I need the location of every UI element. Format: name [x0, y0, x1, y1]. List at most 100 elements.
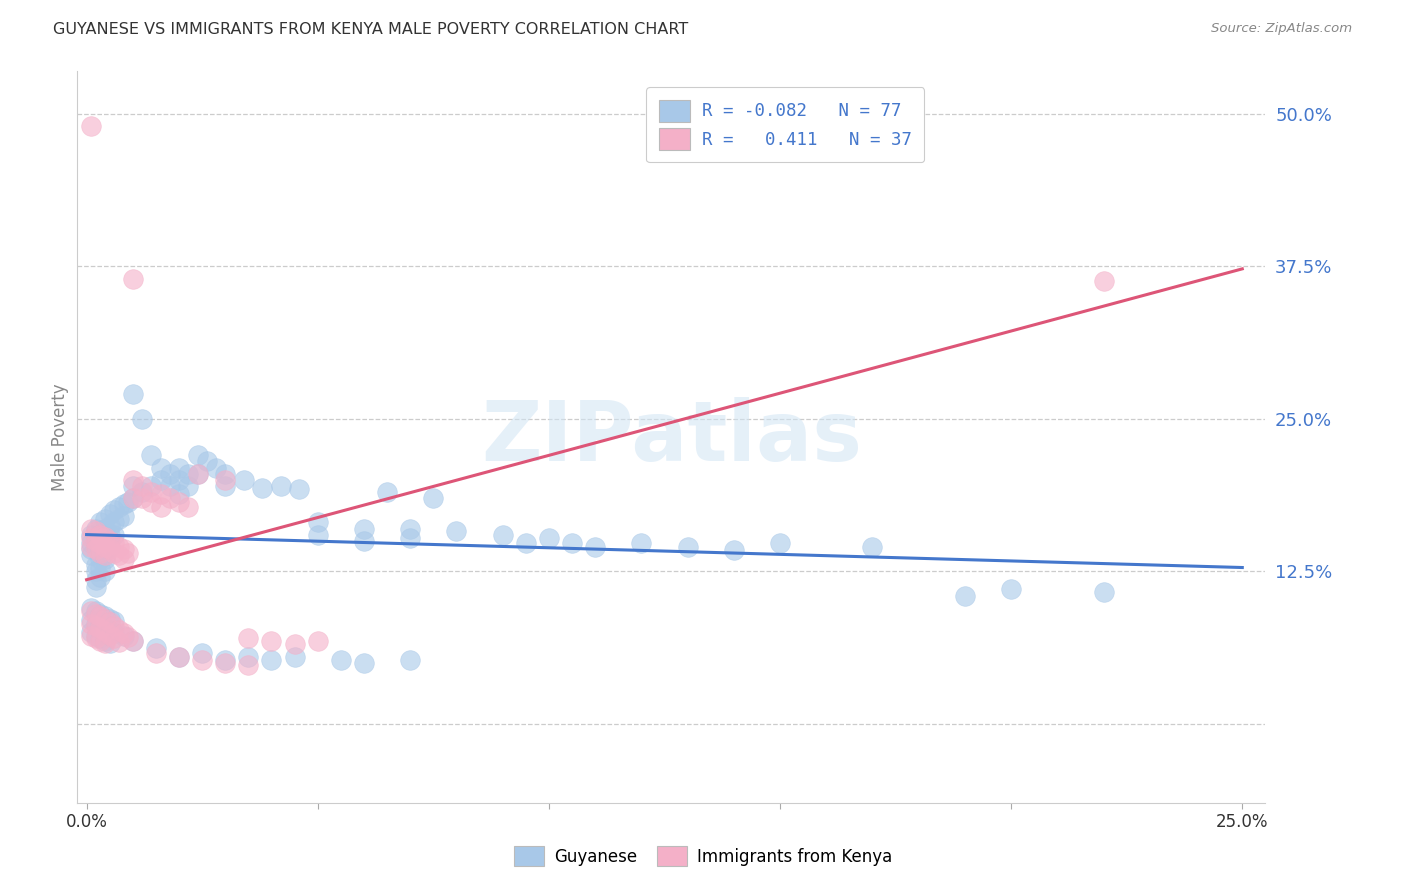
Point [117, 546, 139, 560]
Point [89, 542, 111, 557]
Point [80, 521, 103, 535]
Point [177, 479, 200, 493]
Point [89, 527, 111, 541]
Point [98, 624, 121, 638]
Point [80, 542, 103, 557]
Point [80, 604, 103, 618]
Point [214, 479, 236, 493]
Point [121, 633, 143, 648]
Point [103, 632, 125, 646]
Point [94, 540, 117, 554]
Point [112, 509, 135, 524]
Point [537, 531, 560, 545]
Point [98, 615, 121, 630]
Point [103, 619, 125, 633]
Point [108, 500, 131, 514]
Point [98, 542, 121, 557]
Point [329, 653, 352, 667]
Point [422, 491, 444, 505]
Point [288, 483, 311, 497]
Point [117, 494, 139, 508]
Point [953, 589, 976, 603]
Point [112, 552, 135, 566]
Point [94, 549, 117, 563]
Point [167, 473, 190, 487]
Point [89, 619, 111, 633]
Point [177, 467, 200, 481]
Point [375, 485, 398, 500]
Point [1000, 582, 1022, 597]
Point [353, 656, 375, 670]
Point [399, 653, 422, 667]
Point [103, 536, 125, 550]
Point [141, 485, 163, 500]
Point [84, 521, 107, 535]
Point [186, 467, 208, 481]
Point [108, 635, 131, 649]
Point [98, 627, 121, 641]
Point [80, 531, 103, 545]
Point [84, 540, 107, 554]
Point [80, 600, 103, 615]
Point [98, 636, 121, 650]
Point [94, 609, 117, 624]
Point [94, 622, 117, 636]
Point [84, 564, 107, 578]
Point [630, 536, 652, 550]
Point [103, 503, 125, 517]
Point [89, 570, 111, 584]
Point [84, 533, 107, 548]
Point [141, 494, 163, 508]
Point [238, 658, 260, 673]
Point [131, 491, 153, 505]
Point [270, 479, 292, 493]
Point [186, 449, 208, 463]
Point [141, 479, 163, 493]
Point [84, 616, 107, 631]
Point [84, 542, 107, 557]
Point [284, 637, 307, 651]
Point [89, 560, 111, 574]
Point [84, 604, 107, 618]
Point [167, 487, 190, 501]
Point [238, 632, 260, 646]
Point [112, 497, 135, 511]
Point [94, 624, 117, 638]
Point [260, 653, 283, 667]
Point [121, 271, 143, 285]
Point [89, 622, 111, 636]
Y-axis label: Male Poverty: Male Poverty [51, 384, 69, 491]
Point [94, 636, 117, 650]
Point [131, 479, 153, 493]
Point [769, 536, 792, 550]
Point [862, 540, 884, 554]
Point [284, 649, 307, 664]
Point [94, 540, 117, 554]
Point [149, 460, 172, 475]
Point [238, 649, 260, 664]
Point [145, 640, 167, 655]
Point [108, 623, 131, 637]
Point [149, 487, 172, 501]
Point [214, 473, 236, 487]
Point [89, 533, 111, 548]
Point [399, 531, 422, 545]
Point [167, 460, 190, 475]
Point [89, 516, 111, 530]
Point [121, 491, 143, 505]
Point [149, 500, 172, 514]
Point [80, 527, 103, 541]
Point [98, 519, 121, 533]
Text: Source: ZipAtlas.com: Source: ZipAtlas.com [1212, 22, 1353, 36]
Point [583, 540, 606, 554]
Point [108, 512, 131, 526]
Point [89, 524, 111, 538]
Point [94, 552, 117, 566]
Point [89, 546, 111, 560]
Point [80, 616, 103, 631]
Point [121, 387, 143, 401]
Point [98, 540, 121, 554]
Point [89, 609, 111, 624]
Point [84, 558, 107, 573]
Text: GUYANESE VS IMMIGRANTS FROM KENYA MALE POVERTY CORRELATION CHART: GUYANESE VS IMMIGRANTS FROM KENYA MALE P… [53, 22, 689, 37]
